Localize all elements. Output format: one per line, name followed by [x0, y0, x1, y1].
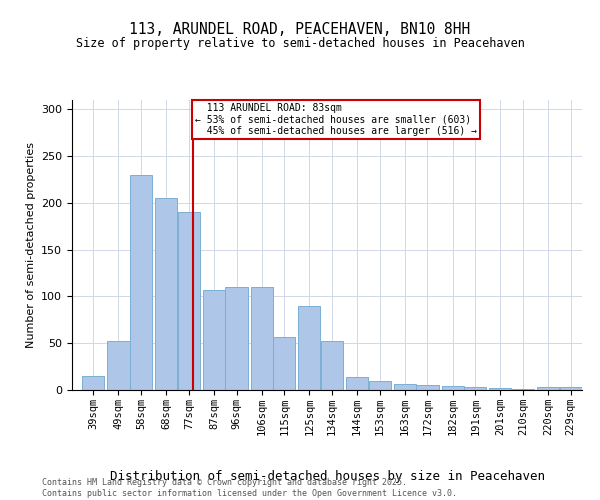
Text: Contains HM Land Registry data © Crown copyright and database right 2025.
Contai: Contains HM Land Registry data © Crown c… — [42, 478, 457, 498]
Bar — [368, 380, 391, 390]
Bar — [416, 386, 439, 390]
Text: 113 ARUNDEL ROAD: 83sqm
← 53% of semi-detached houses are smaller (603)
  45% of: 113 ARUNDEL ROAD: 83sqm ← 53% of semi-de… — [195, 103, 477, 136]
Bar — [226, 287, 248, 390]
Bar — [560, 387, 582, 390]
Text: Distribution of semi-detached houses by size in Peacehaven: Distribution of semi-detached houses by … — [110, 470, 545, 483]
Bar — [155, 198, 177, 390]
Bar — [273, 336, 295, 390]
Bar — [346, 377, 368, 390]
Bar — [178, 212, 200, 390]
Bar — [130, 175, 152, 390]
Bar — [321, 342, 343, 390]
Bar — [107, 342, 130, 390]
Bar — [251, 287, 273, 390]
Bar — [489, 388, 511, 390]
Bar — [537, 387, 559, 390]
Bar — [82, 376, 104, 390]
Bar — [442, 386, 464, 390]
Bar — [394, 384, 416, 390]
Text: Size of property relative to semi-detached houses in Peacehaven: Size of property relative to semi-detach… — [76, 38, 524, 51]
Text: 113, ARUNDEL ROAD, PEACEHAVEN, BN10 8HH: 113, ARUNDEL ROAD, PEACEHAVEN, BN10 8HH — [130, 22, 470, 38]
Bar — [298, 306, 320, 390]
Bar — [512, 389, 534, 390]
Bar — [464, 387, 487, 390]
Y-axis label: Number of semi-detached properties: Number of semi-detached properties — [26, 142, 35, 348]
Bar — [203, 290, 225, 390]
